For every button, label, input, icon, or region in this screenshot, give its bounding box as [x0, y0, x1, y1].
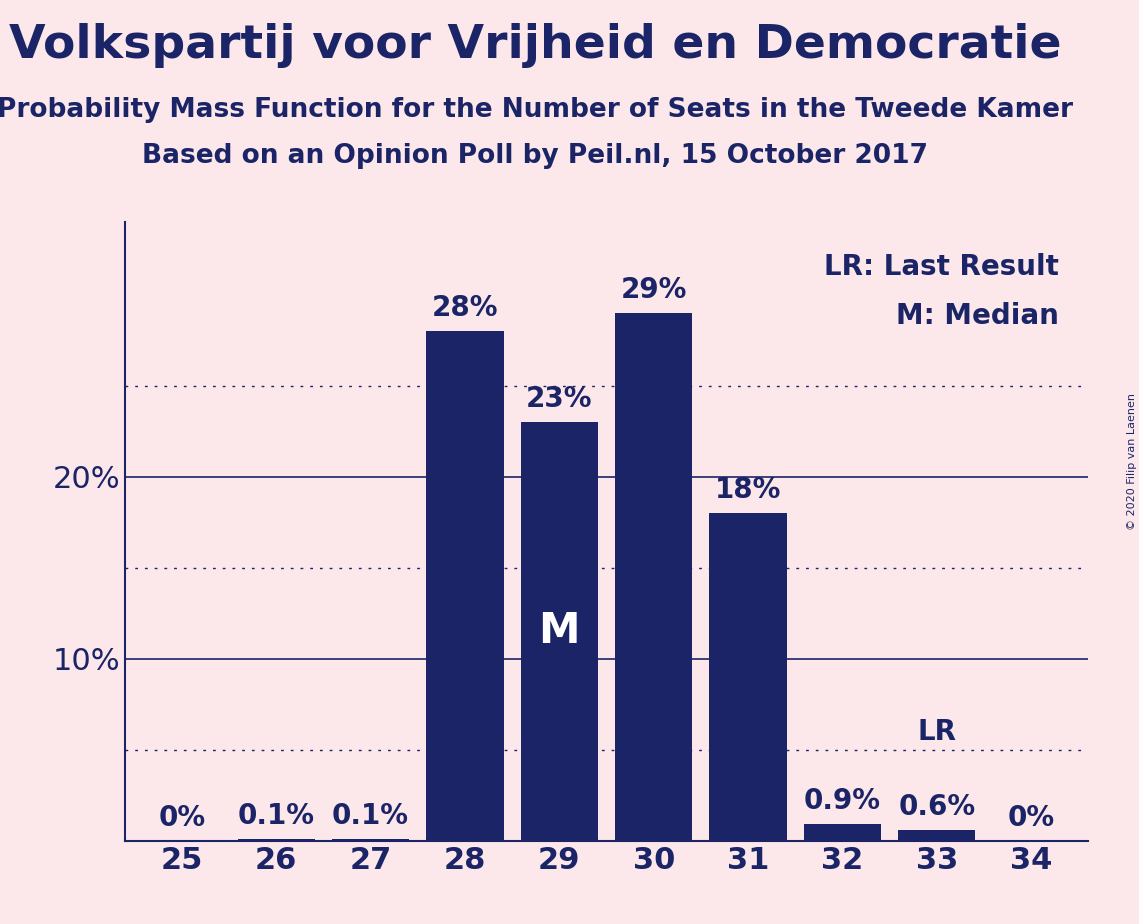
- Text: Probability Mass Function for the Number of Seats in the Tweede Kamer: Probability Mass Function for the Number…: [0, 97, 1073, 123]
- Text: 29%: 29%: [621, 275, 687, 304]
- Bar: [898, 830, 975, 841]
- Bar: [521, 422, 598, 841]
- Text: 18%: 18%: [715, 476, 781, 504]
- Text: 0.9%: 0.9%: [804, 787, 880, 815]
- Bar: [238, 839, 316, 841]
- Text: 0%: 0%: [158, 804, 205, 832]
- Text: M: M: [539, 611, 580, 652]
- Text: 0%: 0%: [1008, 804, 1055, 832]
- Text: M: Median: M: Median: [896, 302, 1059, 330]
- Bar: [615, 313, 693, 841]
- Text: 28%: 28%: [432, 294, 498, 322]
- Text: 0.1%: 0.1%: [333, 802, 409, 830]
- Text: 23%: 23%: [526, 385, 592, 413]
- Text: Volkspartij voor Vrijheid en Democratie: Volkspartij voor Vrijheid en Democratie: [9, 23, 1062, 68]
- Text: Based on an Opinion Poll by Peil.nl, 15 October 2017: Based on an Opinion Poll by Peil.nl, 15 …: [142, 143, 928, 169]
- Text: 0.6%: 0.6%: [899, 793, 975, 821]
- Bar: [426, 331, 503, 841]
- Text: 0.1%: 0.1%: [238, 802, 314, 830]
- Text: © 2020 Filip van Laenen: © 2020 Filip van Laenen: [1126, 394, 1137, 530]
- Bar: [710, 513, 787, 841]
- Bar: [804, 824, 882, 841]
- Bar: [331, 839, 409, 841]
- Text: LR: Last Result: LR: Last Result: [823, 253, 1059, 281]
- Text: LR: LR: [917, 718, 957, 747]
